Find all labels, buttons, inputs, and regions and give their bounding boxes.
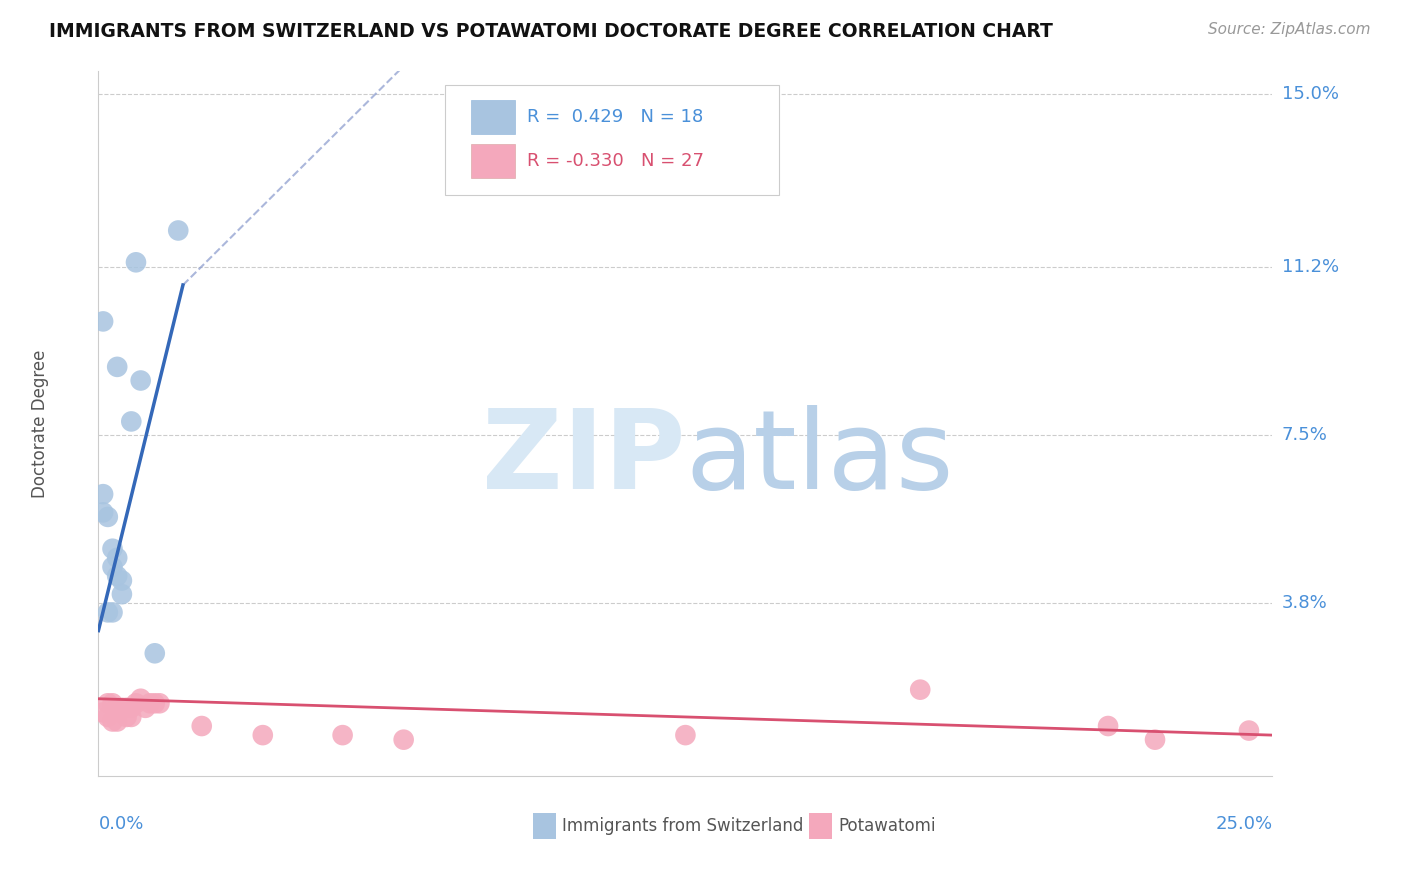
Point xyxy=(190,719,212,733)
Point xyxy=(111,587,134,601)
Point xyxy=(91,706,114,720)
Point xyxy=(115,701,138,715)
Text: 15.0%: 15.0% xyxy=(1282,85,1339,103)
Point xyxy=(105,569,128,583)
Text: atlas: atlas xyxy=(686,406,953,512)
Text: R = -0.330   N = 27: R = -0.330 N = 27 xyxy=(527,152,704,170)
Point xyxy=(139,696,162,710)
Point xyxy=(129,374,152,388)
Point xyxy=(97,696,120,710)
Point xyxy=(91,505,114,519)
Text: R =  0.429   N = 18: R = 0.429 N = 18 xyxy=(527,108,703,127)
Point xyxy=(120,710,142,724)
Point xyxy=(134,701,156,715)
Point xyxy=(105,550,128,565)
Point xyxy=(101,714,124,729)
Point xyxy=(101,560,124,574)
Point xyxy=(148,696,170,710)
Point xyxy=(143,646,166,660)
Text: Potawatomi: Potawatomi xyxy=(838,817,935,835)
Point xyxy=(97,710,120,724)
FancyBboxPatch shape xyxy=(533,813,557,839)
Point xyxy=(1237,723,1260,738)
Point xyxy=(91,487,114,501)
Point xyxy=(101,541,124,556)
FancyBboxPatch shape xyxy=(471,100,515,135)
Text: Immigrants from Switzerland: Immigrants from Switzerland xyxy=(562,817,803,835)
FancyBboxPatch shape xyxy=(808,813,832,839)
Point xyxy=(392,732,415,747)
Point xyxy=(129,691,152,706)
Point xyxy=(167,223,190,237)
Point xyxy=(97,509,120,524)
Text: Source: ZipAtlas.com: Source: ZipAtlas.com xyxy=(1208,22,1371,37)
Point xyxy=(120,701,142,715)
Point xyxy=(97,606,120,620)
Point xyxy=(91,314,114,328)
Text: 11.2%: 11.2% xyxy=(1282,258,1339,276)
Point xyxy=(120,414,142,428)
Text: 3.8%: 3.8% xyxy=(1282,594,1327,612)
Point xyxy=(125,696,148,710)
Point xyxy=(332,728,354,742)
Text: Doctorate Degree: Doctorate Degree xyxy=(31,350,49,498)
Text: 0.0%: 0.0% xyxy=(98,814,143,833)
Point xyxy=(105,701,128,715)
Point xyxy=(1097,719,1119,733)
Point xyxy=(143,696,166,710)
Point xyxy=(1144,732,1167,747)
Point xyxy=(111,701,134,715)
Text: 7.5%: 7.5% xyxy=(1282,426,1327,444)
Text: ZIP: ZIP xyxy=(482,406,686,512)
Point xyxy=(105,359,128,374)
Point xyxy=(115,710,138,724)
Text: IMMIGRANTS FROM SWITZERLAND VS POTAWATOMI DOCTORATE DEGREE CORRELATION CHART: IMMIGRANTS FROM SWITZERLAND VS POTAWATOM… xyxy=(49,22,1053,41)
FancyBboxPatch shape xyxy=(444,86,779,194)
Point xyxy=(101,606,124,620)
Point xyxy=(675,728,697,742)
Point xyxy=(101,696,124,710)
Point xyxy=(908,682,931,697)
FancyBboxPatch shape xyxy=(471,144,515,178)
Point xyxy=(111,574,134,588)
Point xyxy=(105,714,128,729)
Point xyxy=(125,255,148,269)
Text: 25.0%: 25.0% xyxy=(1215,814,1272,833)
Point xyxy=(252,728,274,742)
